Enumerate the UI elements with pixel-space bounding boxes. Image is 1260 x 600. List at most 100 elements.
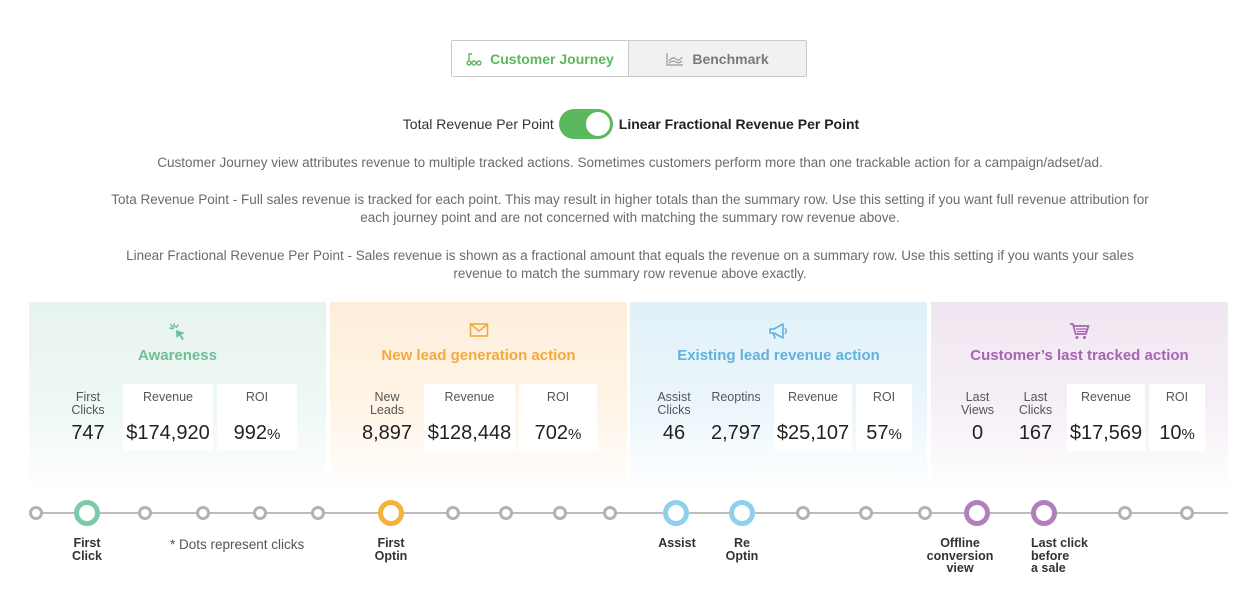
metric-label-line: Clicks bbox=[657, 402, 691, 417]
metric-label-line: Last bbox=[1023, 390, 1048, 404]
stage-title: New lead generation action bbox=[381, 347, 576, 364]
metric-label: Reoptins bbox=[711, 390, 761, 404]
metric-label: Revenue bbox=[1080, 390, 1132, 404]
description-journey: Customer Journey view attributes revenue… bbox=[157, 155, 1103, 170]
shopping-cart-icon bbox=[1069, 323, 1089, 339]
cursor-click-icon bbox=[168, 323, 185, 340]
timeline-dot-reoptin bbox=[729, 500, 755, 526]
megaphone-icon bbox=[768, 323, 787, 339]
timeline-dot bbox=[196, 506, 210, 520]
toggle-right-label: Linear Fractional Revenue Per Point bbox=[618, 116, 860, 132]
timeline-dot-last-click bbox=[1031, 500, 1057, 526]
timeline-dot bbox=[29, 506, 43, 520]
stage-title: Existing lead revenue action bbox=[677, 347, 880, 364]
metric-label-line: Assist bbox=[657, 390, 691, 404]
metric-value: 0 bbox=[971, 422, 984, 444]
metric-label-line: New bbox=[374, 390, 400, 404]
timeline-label-reoptin: Re Optin bbox=[725, 536, 759, 563]
metric-value: 702% bbox=[534, 422, 582, 444]
metric-revenue: Revenue $174,920 bbox=[123, 384, 213, 451]
metric-label: ROI bbox=[546, 390, 570, 404]
timeline-label-assist: Assist bbox=[658, 536, 696, 550]
timeline-dot bbox=[253, 506, 267, 520]
revenue-mode-toggle-row: Total Revenue Per Point Linear Fractiona… bbox=[0, 109, 1260, 139]
timeline-label-last-click: Last click before a sale bbox=[1031, 536, 1088, 575]
metric-label: ROI bbox=[1165, 390, 1189, 404]
metric-revenue: Revenue $17,569 bbox=[1067, 384, 1145, 451]
timeline-dot bbox=[796, 506, 810, 520]
tab-label: Customer Journey bbox=[490, 50, 614, 67]
timeline-dot bbox=[918, 506, 932, 520]
metric-value: 167 bbox=[1018, 422, 1053, 444]
metric-value: 992% bbox=[233, 422, 281, 444]
timeline-dot-first-optin bbox=[378, 500, 404, 526]
envelope-icon bbox=[469, 323, 488, 337]
timeline-dot bbox=[311, 506, 325, 520]
view-tabs: Customer Journey Benchmark bbox=[451, 40, 807, 77]
metric-label-line: Clicks bbox=[71, 402, 105, 417]
metric-label: ROI bbox=[245, 390, 269, 404]
tab-label: Benchmark bbox=[692, 50, 769, 67]
metric-label: Revenue bbox=[444, 390, 495, 404]
revenue-mode-switch[interactable] bbox=[558, 109, 613, 139]
timeline-dot bbox=[446, 506, 460, 520]
stage-awareness: Awareness First Clicks 747 Revenue $174,9… bbox=[29, 302, 326, 492]
timeline-dot-first-click bbox=[74, 500, 100, 526]
metric-value: 8,897 bbox=[361, 422, 413, 444]
tab-customer-journey[interactable]: Customer Journey bbox=[452, 41, 629, 76]
metric-label: ROI bbox=[872, 390, 896, 404]
stage-title: Customer’s last tracked action bbox=[970, 347, 1189, 364]
metric-value: $25,107 bbox=[776, 422, 850, 444]
timeline-dot bbox=[859, 506, 873, 520]
timeline-label-first-optin: First Optin bbox=[374, 536, 408, 563]
metric-value: 747 bbox=[71, 422, 105, 444]
timeline-dot bbox=[1180, 506, 1194, 520]
timeline-label-first-click: First Click bbox=[72, 536, 102, 563]
metric-new-leads: New Leads 8,897 bbox=[354, 384, 420, 451]
timeline-dot bbox=[603, 506, 617, 520]
metric-reoptins: Reoptins 2,797 bbox=[702, 384, 770, 451]
metric-value: 46 bbox=[662, 422, 686, 444]
metric-label-line: Clicks bbox=[1018, 402, 1053, 417]
timeline-label-offline-conversion: Offline conversion view bbox=[926, 536, 994, 575]
journey-icon bbox=[466, 52, 482, 66]
metric-label-line: First bbox=[75, 390, 101, 404]
timeline-dot-assist bbox=[663, 500, 689, 526]
metric-label-line: Views bbox=[960, 402, 995, 417]
metric-label: Revenue bbox=[787, 390, 839, 404]
toggle-left-label: Total Revenue Per Point bbox=[402, 116, 554, 132]
timeline-dot bbox=[138, 506, 152, 520]
metric-roi: ROI 992% bbox=[217, 384, 297, 451]
metric-roi: ROI 57% bbox=[856, 384, 912, 451]
metric-label-line: Leads bbox=[369, 402, 405, 417]
metric-last-clicks: Last Clicks 167 bbox=[1008, 384, 1063, 451]
metric-value: $17,569 bbox=[1069, 422, 1143, 444]
metric-value: 57% bbox=[866, 422, 902, 444]
description-total-revenue: Tota Revenue Point - Full sales revenue … bbox=[111, 192, 1149, 225]
metric-revenue: Revenue $25,107 bbox=[774, 384, 852, 451]
timeline-dot bbox=[553, 506, 567, 520]
metric-label: Revenue bbox=[142, 390, 194, 404]
timeline-dot bbox=[499, 506, 513, 520]
description-linear-revenue: Linear Fractional Revenue Per Point - Sa… bbox=[126, 248, 1134, 281]
metric-value: $128,448 bbox=[427, 422, 512, 444]
metric-revenue: Revenue $128,448 bbox=[424, 384, 515, 451]
timeline-dot-offline-conversion bbox=[964, 500, 990, 526]
tab-benchmark[interactable]: Benchmark bbox=[629, 41, 806, 76]
timeline-dot bbox=[1118, 506, 1132, 520]
timeline-line bbox=[30, 512, 1228, 514]
metric-label-line: Last bbox=[965, 390, 990, 404]
metric-roi: ROI 702% bbox=[519, 384, 597, 451]
stage-existing-lead: Existing lead revenue action Assist Click… bbox=[630, 302, 927, 492]
switch-knob bbox=[585, 112, 610, 136]
chart-icon bbox=[666, 52, 684, 66]
metric-value: 2,797 bbox=[710, 422, 762, 444]
stage-new-lead: New lead generation action New Leads 8,89… bbox=[330, 302, 627, 492]
stage-title: Awareness bbox=[138, 347, 217, 364]
metric-last-views: Last Views 0 bbox=[951, 384, 1004, 451]
journey-timeline bbox=[0, 498, 1260, 528]
metric-assist-clicks: Assist Clicks 46 bbox=[650, 384, 698, 451]
metric-first-clicks: First Clicks 747 bbox=[57, 384, 119, 451]
stage-last-tracked: Customer’s last tracked action Last Views… bbox=[931, 302, 1228, 492]
metric-value: $174,920 bbox=[126, 422, 210, 444]
